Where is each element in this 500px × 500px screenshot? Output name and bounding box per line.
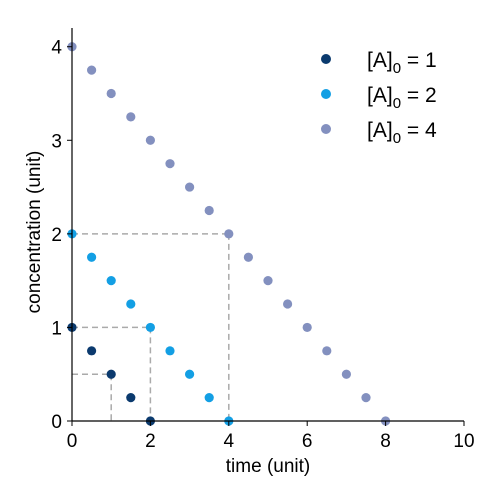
legend-marker (321, 54, 331, 64)
legend: [A]0 = 1 [A]0 = 2 [A]0 = 4 (321, 49, 437, 147)
legend-label: [A]0 = 1 (367, 49, 437, 77)
data-point (243, 252, 253, 262)
data-point (185, 369, 195, 379)
x-tick-label: 8 (380, 431, 391, 452)
data-point (145, 322, 155, 333)
data-point (224, 229, 234, 239)
data-point (126, 393, 136, 403)
y-tick-label: 2 (51, 225, 62, 246)
legend-label: [A]0 = 4 (367, 119, 437, 147)
data-point (361, 393, 371, 403)
legend-marker (321, 89, 331, 99)
legend-label: [A]0 = 2 (367, 84, 437, 112)
y-axis-ticks: 0 1 2 3 4 (51, 38, 72, 433)
data-point (126, 299, 136, 309)
data-point (126, 112, 136, 122)
data-point (302, 322, 312, 333)
data-point (341, 369, 351, 379)
data-point (322, 346, 332, 356)
data-point (204, 205, 214, 216)
data-point (165, 346, 175, 356)
reference-lines (72, 233, 230, 421)
axes (71, 28, 464, 422)
series-2 (67, 42, 391, 426)
data-point (106, 369, 116, 379)
legend-marker (321, 124, 331, 134)
data-point (283, 299, 293, 309)
data-point (87, 346, 97, 356)
y-tick-label: 4 (51, 38, 62, 59)
y-tick-label: 1 (51, 318, 62, 339)
y-tick-label: 0 (51, 412, 62, 433)
x-axis-label: time (unit) (226, 456, 310, 477)
data-point (165, 159, 175, 169)
x-tick-label: 10 (453, 431, 474, 452)
data-point (204, 393, 214, 403)
y-axis-label: concentration (unit) (24, 151, 45, 314)
y-tick-label: 3 (51, 131, 62, 152)
data-points (67, 42, 391, 426)
data-point (106, 276, 116, 286)
data-point (145, 135, 155, 145)
data-point (106, 88, 116, 99)
x-tick-label: 6 (302, 431, 313, 452)
series-1 (67, 229, 234, 426)
x-tick-label: 4 (224, 431, 235, 452)
x-tick-label: 2 (145, 431, 156, 452)
x-tick-label: 0 (67, 431, 78, 452)
x-axis-ticks: 0 2 4 6 8 10 (67, 421, 475, 452)
data-point (87, 252, 97, 262)
data-point (185, 182, 195, 192)
data-point (263, 276, 273, 286)
data-point (87, 65, 97, 75)
